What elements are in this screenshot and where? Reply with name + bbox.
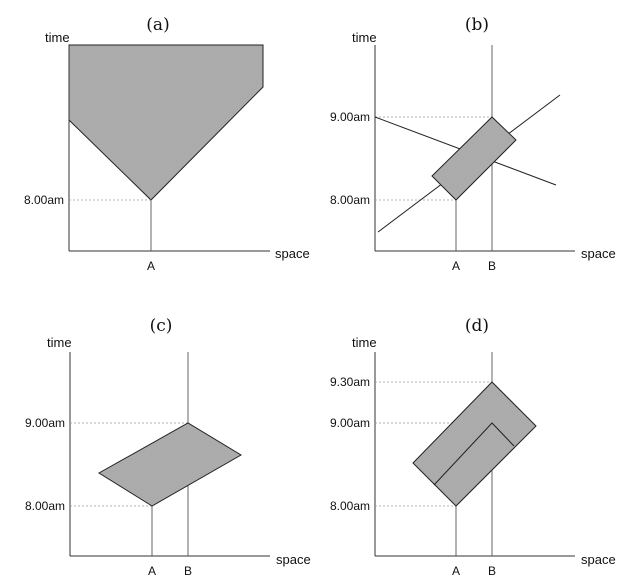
panel-b: (b) time space 9.00am 8.00am A B — [330, 15, 616, 273]
panel-a-y-axis-label: time — [45, 30, 70, 45]
panel-b-location-b-label: B — [488, 259, 496, 273]
panel-b-prism-shape — [431, 116, 517, 201]
panel-a: (a) time space 8.00am A — [24, 15, 310, 273]
panel-a-x-axis-label: space — [275, 246, 310, 261]
panel-c-tick-8am: 8.00am — [25, 499, 65, 513]
panel-b-x-axis-label: space — [581, 246, 616, 261]
panel-d-inner-prism-outline — [433, 422, 515, 486]
panel-d-outer-prism-shape — [412, 381, 537, 507]
panel-d-tick-8am: 8.00am — [330, 499, 370, 513]
panel-a-prism-shape — [68, 44, 264, 201]
panel-b-tick-9am: 9.00am — [330, 110, 370, 124]
panel-d-tick-930am: 9.30am — [330, 375, 370, 389]
panel-a-title: (a) — [146, 15, 169, 35]
panel-d: (d) time space 9.30am 9.00am 8.00am A B — [330, 316, 616, 578]
panel-b-y-axis-label: time — [352, 30, 377, 45]
panel-c-x-axis-label: space — [276, 552, 311, 567]
panel-c-prism-shape — [98, 422, 242, 507]
panel-b-location-a-label: A — [452, 259, 460, 273]
panel-c: (c) time space 9.00am 8.00am A B — [25, 316, 311, 578]
panel-c-y-axis-label: time — [47, 335, 72, 350]
panel-a-tick-8am: 8.00am — [24, 193, 64, 207]
panel-c-title: (c) — [150, 316, 173, 336]
panel-b-title: (b) — [465, 15, 489, 35]
panel-d-y-axis-label: time — [352, 335, 377, 350]
panel-c-location-a-label: A — [148, 564, 156, 578]
panel-b-tick-8am: 8.00am — [330, 193, 370, 207]
panel-d-location-b-label: B — [488, 564, 496, 578]
panel-d-x-axis-label: space — [581, 552, 616, 567]
panel-a-location-a-label: A — [147, 259, 155, 273]
panel-c-tick-9am: 9.00am — [25, 416, 65, 430]
panel-d-title: (d) — [465, 316, 489, 336]
panel-c-location-b-label: B — [184, 564, 192, 578]
panel-d-tick-9am: 9.00am — [330, 416, 370, 430]
panel-d-location-a-label: A — [452, 564, 460, 578]
